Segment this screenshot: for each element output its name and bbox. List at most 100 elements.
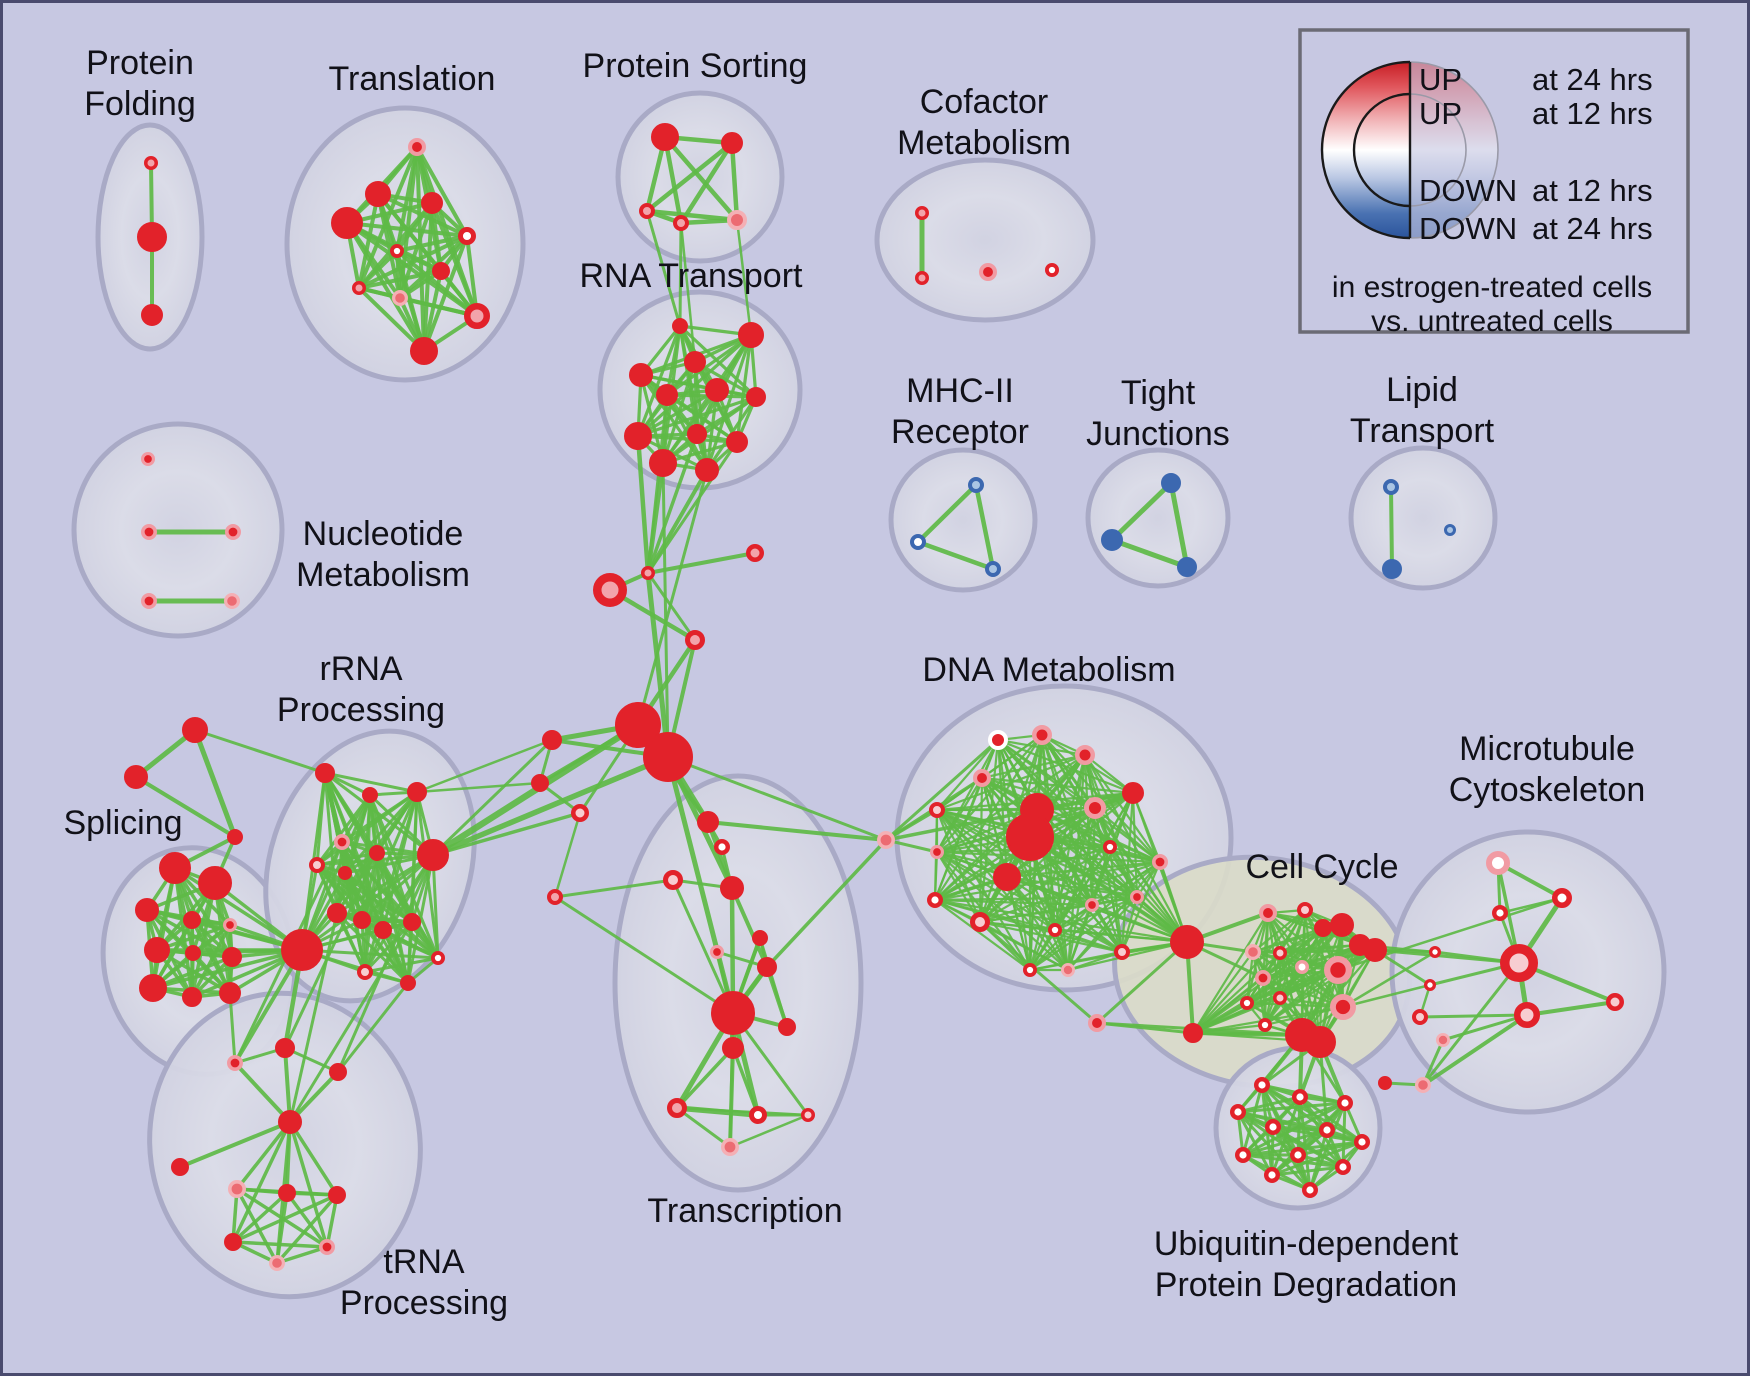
edge <box>706 820 888 842</box>
edge <box>1421 1038 1445 1087</box>
edge <box>933 898 1032 972</box>
gene-node-Rp <box>979 262 998 281</box>
edge <box>1441 1013 1529 1042</box>
edge <box>231 1120 292 1244</box>
gene-node-R <box>330 207 363 240</box>
edge <box>884 738 1000 842</box>
gene-node-R <box>124 764 149 789</box>
cluster-label-lipid-transport: Transport <box>1350 412 1495 450</box>
gene-node-R <box>181 717 208 744</box>
gene-node-Pc <box>970 912 990 932</box>
cluster-label-lipid-transport: Lipid <box>1386 371 1458 409</box>
edge <box>422 234 469 353</box>
gene-node-Wr <box>927 892 944 909</box>
cluster-ellipse-tight-junctions <box>1085 447 1231 589</box>
edge <box>323 771 419 794</box>
legend-time-label: at 12 hrs <box>1532 96 1653 131</box>
gene-node-Pr <box>639 203 655 219</box>
edge <box>646 432 699 575</box>
edge <box>933 860 1162 902</box>
gene-node-Pc <box>1297 902 1313 918</box>
edge <box>933 850 939 902</box>
gene-node-R <box>219 981 242 1004</box>
edge <box>1028 860 1162 972</box>
edge <box>1263 968 1340 1027</box>
legend-outer-ring-right <box>1409 61 1499 239</box>
gene-node-R <box>328 1186 347 1205</box>
gene-node-R <box>1314 918 1333 937</box>
gene-node-Pr <box>746 544 764 562</box>
edge <box>662 134 684 226</box>
gene-node-Rp <box>1075 745 1095 765</box>
cluster-label-protein-folding: Folding <box>84 85 196 123</box>
gene-node-Pr <box>685 630 705 650</box>
edge <box>315 863 440 960</box>
gene-node-R <box>694 458 719 483</box>
edge <box>288 920 414 1124</box>
gene-node-Wr <box>1229 1103 1246 1120</box>
edge <box>765 838 888 969</box>
edge <box>1270 1165 1345 1177</box>
gene-node-P <box>727 210 747 230</box>
edge <box>644 140 735 214</box>
gene-node-R <box>655 384 678 407</box>
edge <box>288 911 339 1124</box>
gene-node-Wr <box>1048 922 1063 937</box>
edge <box>1296 1140 1364 1157</box>
gene-node-Rp <box>222 918 237 933</box>
gene-node-Pr <box>915 206 929 220</box>
edge <box>980 753 1087 780</box>
gene-node-R <box>1006 813 1055 862</box>
gene-node-R <box>751 929 768 946</box>
edge <box>315 771 327 867</box>
edge <box>1108 845 1189 944</box>
edge <box>375 851 440 960</box>
cluster-label-microtubule-cytoskeleton: Cytoskeleton <box>1449 771 1646 809</box>
gene-node-Wr <box>1552 888 1572 908</box>
edge <box>935 850 1162 864</box>
cluster-label-translation: Translation <box>329 60 496 98</box>
edge <box>678 221 683 328</box>
edge <box>235 1120 292 1191</box>
edge <box>381 928 410 985</box>
gene-node-R <box>1362 937 1387 962</box>
gene-node-Wr <box>1258 1017 1273 1032</box>
gene-node-Pr <box>464 303 490 329</box>
gene-node-R <box>432 262 451 281</box>
edge <box>675 1106 732 1149</box>
gene-node-Wr <box>1240 995 1255 1010</box>
edge <box>363 956 440 974</box>
cluster-ellipse-lipid-transport <box>1348 445 1498 591</box>
edge <box>431 738 554 857</box>
edge <box>288 1120 329 1249</box>
edge <box>1341 983 1432 1009</box>
gene-node-Wr <box>1263 1166 1280 1183</box>
edge <box>315 790 419 867</box>
edge <box>357 145 419 290</box>
gene-node-R <box>671 318 688 335</box>
edge <box>343 871 414 924</box>
gene-node-R <box>1182 1022 1203 1043</box>
cluster-label-mhc-ii-receptor: MHC-II <box>906 372 1014 410</box>
legend-direction-label: DOWN <box>1419 211 1517 246</box>
gene-node-R <box>530 773 549 792</box>
gene-node-R <box>182 910 201 929</box>
edge <box>1245 1001 1345 1009</box>
gene-node-Wr <box>1491 905 1508 922</box>
gene-node-R <box>738 321 765 348</box>
cluster-label-trna-processing: tRNA <box>383 1243 465 1281</box>
gene-node-Rp <box>973 769 992 788</box>
gene-node-R <box>403 912 422 931</box>
gene-node-Wr <box>1234 1146 1251 1163</box>
edge <box>1271 1125 1364 1144</box>
edge <box>1421 1013 1529 1087</box>
gene-node-Pc <box>1114 944 1130 960</box>
cluster-ellipse-mhc-ii-receptor <box>888 447 1038 593</box>
edge <box>190 923 232 999</box>
gene-node-P <box>224 592 241 609</box>
gene-node-Rp <box>141 523 158 540</box>
legend-donut-left-half <box>1322 62 1410 238</box>
edge <box>636 434 739 444</box>
